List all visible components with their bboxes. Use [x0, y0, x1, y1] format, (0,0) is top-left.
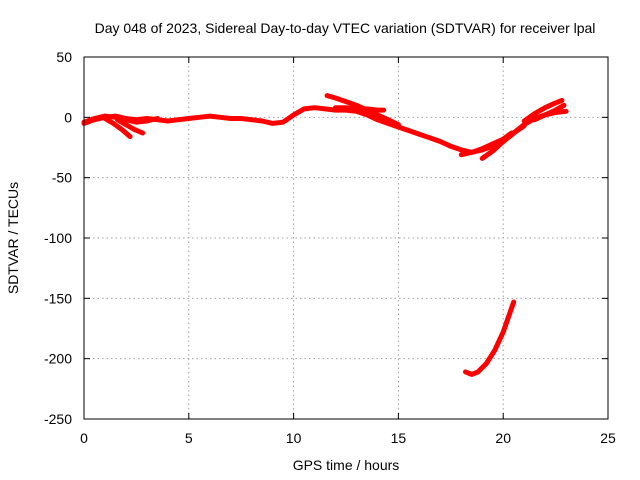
x-tick-label: 5 [185, 430, 193, 446]
y-tick-label: -100 [44, 230, 72, 246]
series-line-10 [532, 102, 567, 123]
y-tick-label: -150 [44, 290, 72, 306]
x-tick-label: 10 [286, 430, 302, 446]
x-tick-label: 15 [391, 430, 407, 446]
series-layer [81, 93, 569, 377]
y-tick-label: -250 [44, 411, 72, 427]
y-tick-label: 0 [64, 109, 72, 125]
axis-ticks: 0 5 10 15 20 25 50 0 -50 -100 -150 -200 -250 [44, 49, 616, 446]
x-tick-label: 0 [80, 430, 88, 446]
series-line-2 [81, 113, 160, 125]
series-line-9 [521, 97, 565, 124]
series-line-4 [115, 117, 146, 136]
x-tick-label: 25 [600, 430, 616, 446]
x-tick-label: 20 [495, 430, 511, 446]
y-tick-label: 50 [56, 49, 72, 65]
y-axis-label: SDTVAR / TECUs [5, 182, 21, 294]
x-axis-label: GPS time / hours [293, 457, 400, 473]
y-tick-label: -200 [44, 351, 72, 367]
chart-title: Day 048 of 2023, Sidereal Day-to-day VTE… [95, 20, 596, 36]
series-line-3 [102, 116, 133, 140]
y-tick-label: -50 [52, 170, 72, 186]
grid [84, 57, 608, 419]
series-line-6 [333, 105, 387, 113]
series-line-8 [479, 123, 527, 161]
series-line-11 [463, 299, 517, 377]
